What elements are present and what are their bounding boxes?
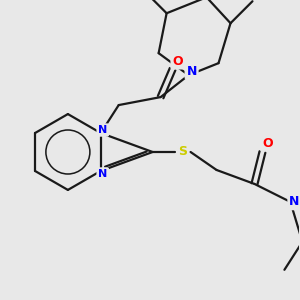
Text: O: O [262, 136, 273, 149]
Text: O: O [172, 55, 183, 68]
Text: N: N [98, 125, 107, 135]
Text: S: S [178, 146, 187, 158]
Text: N: N [289, 195, 300, 208]
Text: N: N [98, 169, 107, 179]
Text: N: N [186, 64, 197, 78]
